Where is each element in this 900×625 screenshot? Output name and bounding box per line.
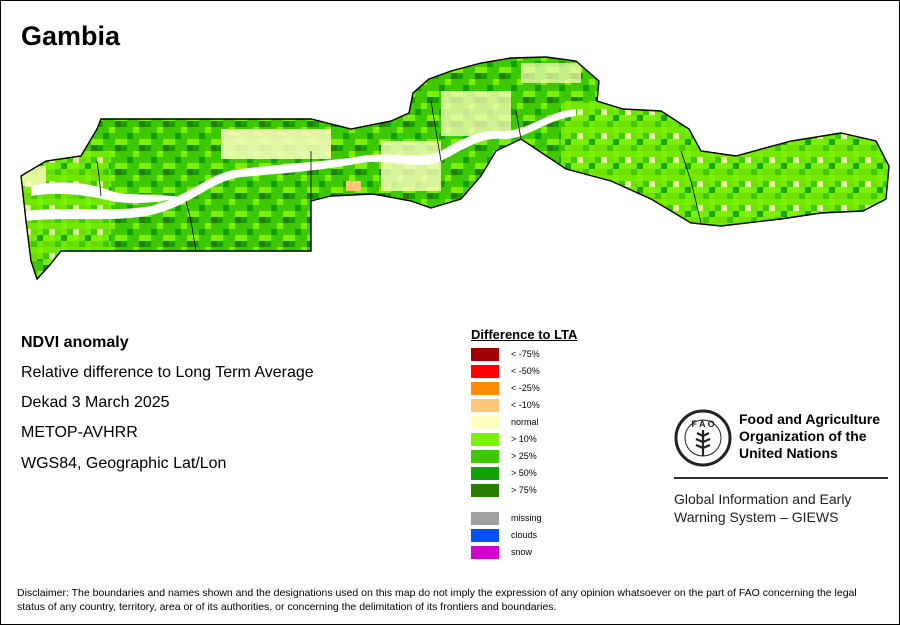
legend-label: > 10% [511,434,537,444]
legend-extra-item: snow [471,546,611,559]
legend-label: missing [511,513,542,523]
legend-swatch [471,546,499,559]
admin-boundaries [96,100,702,252]
legend-label: > 25% [511,451,537,461]
legend-swatch [471,512,499,525]
fao-emblem-icon: F A O [674,409,732,467]
legend-label: clouds [511,530,538,540]
legend-swatch [471,348,499,361]
svg-text:F A O: F A O [691,419,714,429]
legend-swatch [471,399,499,412]
map-title: Gambia [21,21,121,51]
legend-extra-item: missing [471,512,611,525]
legend-item: < -10% [471,399,611,412]
legend-item: > 75% [471,484,611,497]
legend-item: > 10% [471,433,611,446]
legend-item: > 25% [471,450,611,463]
info-sensor: METOP-AVHRR [21,424,138,441]
legend-item: > 50% [471,467,611,480]
legend-swatch [471,365,499,378]
legend-label: < -10% [511,400,540,410]
legend-label: > 50% [511,468,537,478]
legend-swatch [471,484,499,497]
info-description: Relative difference to Long Term Average [21,364,314,381]
legend-label: < -75% [511,349,540,359]
legend-label: normal [511,417,539,427]
legend-swatch [471,433,499,446]
legend-item: < -50% [471,365,611,378]
giews-line: Global Information and Early [674,491,852,507]
giews-line: Warning System – GIEWS [674,509,839,525]
legend-label: < -25% [511,383,540,393]
legend-title: Difference to LTA [471,327,578,342]
legend-item: < -75% [471,348,611,361]
fao-name-line: Food and Agriculture [739,411,881,427]
legend-label: > 75% [511,485,537,495]
info-dekad: Dekad 3 March 2025 [21,394,170,411]
country-raster [21,57,889,279]
legend-label: snow [511,547,533,557]
legend-swatch [471,382,499,395]
legend-swatch [471,450,499,463]
legend-label: < -50% [511,366,540,376]
fao-divider [674,477,888,479]
info-projection: WGS84, Geographic Lat/Lon [21,455,227,472]
disclaimer: Disclaimer: The boundaries and names sho… [17,587,857,613]
legend-swatch [471,416,499,429]
legend-extra-item: clouds [471,529,611,542]
fao-name: Food and Agriculture Organization of the… [739,411,899,462]
fao-name-line: Organization of the [739,428,867,444]
info-product: NDVI anomaly [21,334,129,351]
legend-swatch [471,467,499,480]
giews-label: Global Information and Early Warning Sys… [674,490,894,526]
fao-name-line: United Nations [739,445,838,461]
ndvi-anomaly-map [20,56,890,280]
legend-item: < -25% [471,382,611,395]
legend-item: normal [471,416,611,429]
legend-swatch [471,529,499,542]
